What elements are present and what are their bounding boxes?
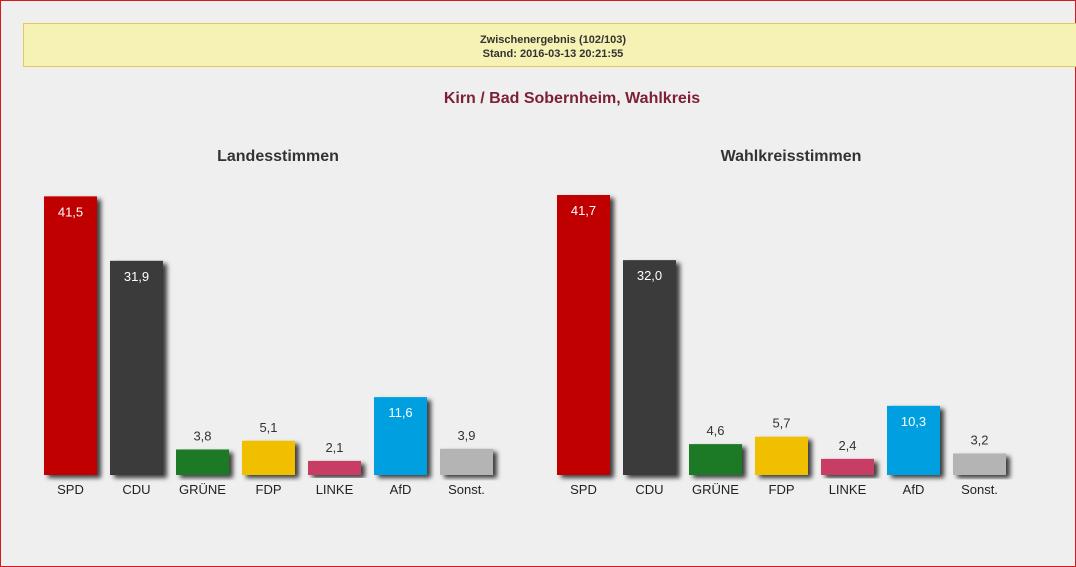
tick-label-linke: LINKE <box>829 482 867 497</box>
data-label-spd: 41,7 <box>571 203 596 218</box>
bar-afd <box>374 397 427 475</box>
tick-label-spd: SPD <box>57 482 84 497</box>
bar-fdp <box>242 440 295 475</box>
status-box: Zwischenergebnis (102/103) Stand: 2016-0… <box>23 23 1076 67</box>
bar-afd <box>887 405 940 475</box>
tick-label-spd: SPD <box>570 482 597 497</box>
data-label-afd: 10,3 <box>901 414 926 429</box>
bar-linke <box>308 460 361 475</box>
data-label-sonst: 3,9 <box>457 428 475 443</box>
tick-label-sonst: Sonst. <box>448 482 485 497</box>
data-label-cdu: 32,0 <box>637 268 662 283</box>
bar-spd <box>557 195 610 475</box>
bar-cdu <box>623 260 676 475</box>
tick-label-fdp: FDP <box>769 482 795 497</box>
status-line-result: Zwischenergebnis (102/103) <box>479 34 627 46</box>
data-label-spd: 41,5 <box>58 204 83 219</box>
bar-sonst <box>953 453 1006 475</box>
data-label-sonst: 3,2 <box>970 433 988 448</box>
data-label-cdu: 31,9 <box>124 269 149 284</box>
data-label-grne: 4,6 <box>706 423 724 438</box>
page-title: Kirn / Bad Sobernheim, Wahlkreis <box>443 90 701 107</box>
tick-label-grne: GRÜNE <box>179 482 226 497</box>
data-label-linke: 2,1 <box>325 440 343 455</box>
data-label-afd: 11,6 <box>388 405 412 420</box>
chart-title-wahlkreisstimmen: Wahlkreisstimmen <box>720 148 862 165</box>
tick-label-cdu: CDU <box>122 482 150 497</box>
bar-linke <box>821 458 874 475</box>
landesstimmen-bar-chart: 41,5 SPD 31,9 CDU 3,8 GRÜNE 5,1 FDP 2,1 LINKE 11,6… <box>44 196 493 497</box>
data-label-grne: 3,8 <box>193 428 211 443</box>
tick-label-cdu: CDU <box>635 482 663 497</box>
bar-fdp <box>755 436 808 475</box>
bar-grne <box>689 444 742 475</box>
bar-spd <box>44 196 97 475</box>
data-label-linke: 2,4 <box>838 438 856 453</box>
data-label-fdp: 5,1 <box>259 420 277 435</box>
chart-title-landesstimmen: Landesstimmen <box>217 148 339 165</box>
tick-label-afd: AfD <box>390 482 412 497</box>
data-label-fdp: 5,7 <box>772 416 790 431</box>
tick-label-fdp: FDP <box>256 482 282 497</box>
tick-label-grne: GRÜNE <box>692 482 739 497</box>
tick-label-afd: AfD <box>903 482 925 497</box>
wahlkreisstimmen-bar-chart: 41,7 SPD 32,0 CDU 4,6 GRÜNE 5,7 FDP 2,4 LINKE 10,3… <box>557 195 1006 497</box>
tick-label-sonst: Sonst. <box>961 482 998 497</box>
bar-grne <box>176 449 229 475</box>
tick-label-linke: LINKE <box>316 482 354 497</box>
bar-cdu <box>110 260 163 475</box>
status-line-timestamp: Stand: 2016-03-13 20:21:55 <box>482 48 624 60</box>
bar-sonst <box>440 448 493 475</box>
